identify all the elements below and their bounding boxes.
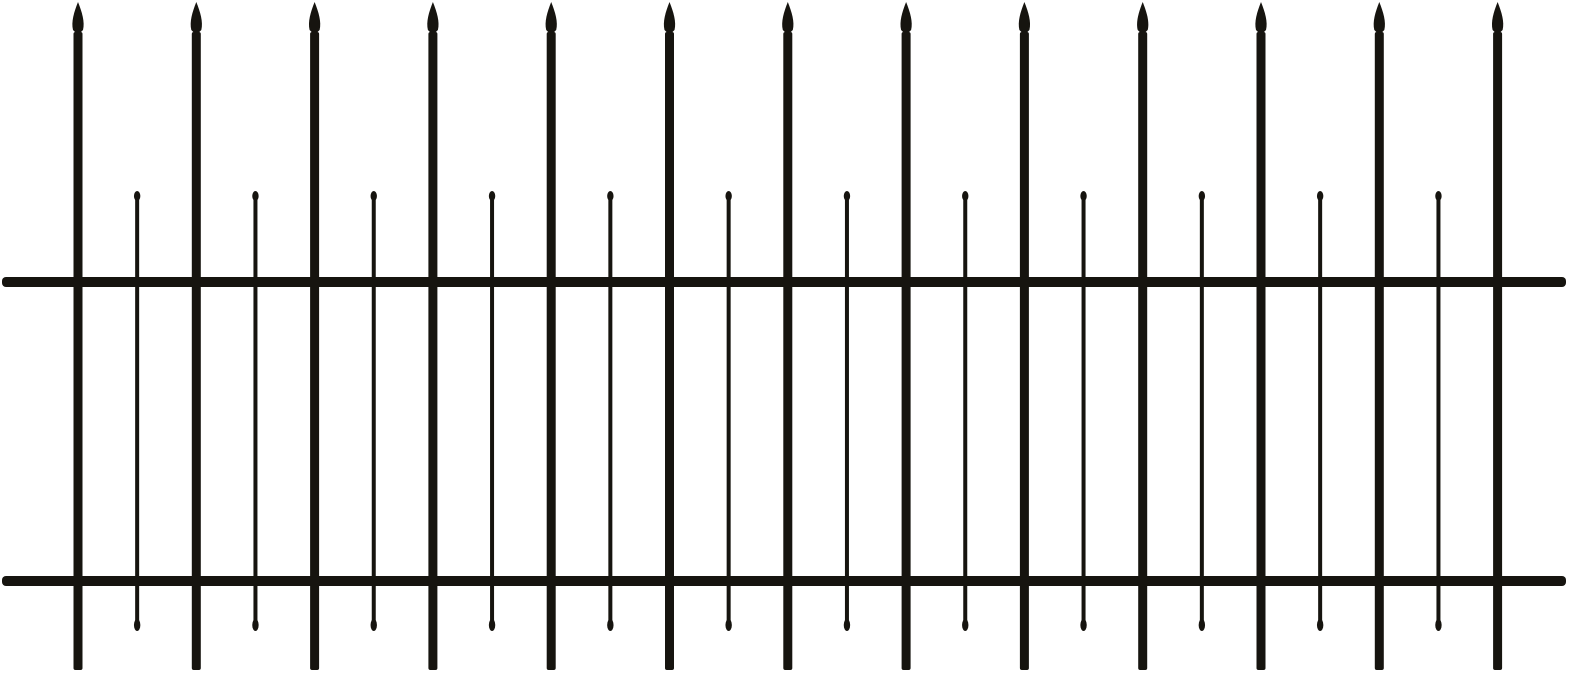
spear-finial bbox=[545, 2, 557, 33]
spear-finial bbox=[1137, 2, 1149, 33]
short-picket-top-knob bbox=[370, 191, 377, 201]
short-picket-bottom-knob bbox=[252, 619, 259, 631]
short-picket-bottom-knob bbox=[1198, 619, 1206, 631]
tall-picket bbox=[1491, 2, 1504, 670]
short-picket-bar bbox=[608, 196, 613, 624]
tall-picket-bar bbox=[546, 32, 556, 670]
short-picket bbox=[843, 191, 851, 631]
short-picket bbox=[962, 191, 969, 631]
tall-picket bbox=[663, 2, 676, 670]
short-pickets-group bbox=[133, 191, 1442, 631]
tall-picket-bar bbox=[901, 32, 911, 670]
short-picket bbox=[370, 191, 377, 631]
short-picket-bottom-knob bbox=[962, 619, 969, 631]
short-picket bbox=[1316, 191, 1324, 631]
spear-finial bbox=[663, 2, 676, 33]
tall-picket bbox=[1255, 2, 1267, 670]
tall-picket-bar bbox=[1374, 32, 1384, 670]
bottom-rail bbox=[2, 576, 1566, 586]
tall-picket-bar bbox=[428, 32, 438, 670]
tall-pickets-group bbox=[72, 2, 1504, 670]
rails-group bbox=[2, 277, 1566, 586]
short-picket bbox=[1198, 191, 1206, 631]
short-picket-bar bbox=[1436, 196, 1441, 624]
short-picket bbox=[1080, 191, 1087, 631]
short-picket-bottom-knob bbox=[1316, 619, 1324, 631]
short-picket-top-knob bbox=[488, 191, 496, 201]
spear-finial bbox=[900, 2, 912, 33]
short-picket-bar bbox=[963, 196, 968, 624]
short-picket bbox=[607, 191, 614, 631]
tall-picket-bar bbox=[1256, 32, 1266, 670]
short-picket-bar bbox=[844, 196, 849, 624]
short-picket-bar bbox=[135, 196, 140, 624]
tall-picket-bar bbox=[73, 32, 83, 670]
short-picket-top-knob bbox=[607, 191, 614, 201]
short-picket bbox=[252, 191, 259, 631]
short-picket-bottom-knob bbox=[370, 619, 377, 631]
short-picket bbox=[488, 191, 496, 631]
tall-picket-bar bbox=[1138, 32, 1148, 670]
top-rail bbox=[2, 277, 1566, 287]
tall-picket bbox=[427, 2, 439, 670]
short-picket-bottom-knob bbox=[1080, 619, 1087, 631]
short-picket-top-knob bbox=[843, 191, 851, 201]
short-picket-bar bbox=[1199, 196, 1204, 624]
tall-picket-bar bbox=[1019, 32, 1029, 670]
spear-finial bbox=[782, 2, 794, 33]
tall-picket bbox=[72, 2, 84, 670]
spear-finial bbox=[427, 2, 439, 33]
tall-picket-bar bbox=[191, 32, 201, 670]
spear-finial bbox=[190, 2, 202, 33]
short-picket-bar bbox=[490, 196, 495, 624]
tall-picket-bar bbox=[783, 32, 793, 670]
short-picket-top-knob bbox=[962, 191, 969, 201]
spear-finial bbox=[72, 2, 84, 33]
short-picket-bottom-knob bbox=[133, 619, 141, 631]
short-picket-bottom-knob bbox=[607, 619, 614, 631]
short-picket bbox=[133, 191, 141, 631]
short-picket-bottom-knob bbox=[725, 619, 732, 631]
short-picket-top-knob bbox=[725, 191, 732, 201]
short-picket-top-knob bbox=[252, 191, 259, 201]
short-picket-bar bbox=[726, 196, 731, 624]
short-picket-bottom-knob bbox=[488, 619, 496, 631]
short-picket-bottom-knob bbox=[843, 619, 851, 631]
short-picket bbox=[1435, 191, 1442, 631]
tall-picket-bar bbox=[310, 32, 320, 670]
tall-picket-bar bbox=[1493, 32, 1503, 670]
short-picket-top-knob bbox=[1080, 191, 1087, 201]
tall-picket bbox=[1137, 2, 1149, 670]
tall-picket-bar bbox=[665, 32, 674, 670]
spear-finial bbox=[1018, 2, 1031, 33]
tall-picket bbox=[1018, 2, 1031, 670]
short-picket-top-knob bbox=[1316, 191, 1324, 201]
spear-finial bbox=[1255, 2, 1267, 33]
tall-picket bbox=[782, 2, 794, 670]
short-picket-top-knob bbox=[1198, 191, 1206, 201]
short-picket-top-knob bbox=[1435, 191, 1442, 201]
tall-picket bbox=[308, 2, 321, 670]
short-picket-bar bbox=[1081, 196, 1086, 624]
short-picket-top-knob bbox=[133, 191, 141, 201]
spear-finial bbox=[308, 2, 321, 33]
spear-finial bbox=[1491, 2, 1504, 33]
tall-picket bbox=[900, 2, 912, 670]
tall-picket bbox=[190, 2, 202, 670]
spear-finial bbox=[1373, 2, 1385, 33]
short-picket-bar bbox=[253, 196, 258, 624]
tall-picket bbox=[545, 2, 557, 670]
short-picket-bar bbox=[371, 196, 376, 624]
short-picket bbox=[725, 191, 732, 631]
short-picket-bar bbox=[1318, 196, 1323, 624]
short-picket-bottom-knob bbox=[1435, 619, 1442, 631]
tall-picket bbox=[1373, 2, 1385, 670]
